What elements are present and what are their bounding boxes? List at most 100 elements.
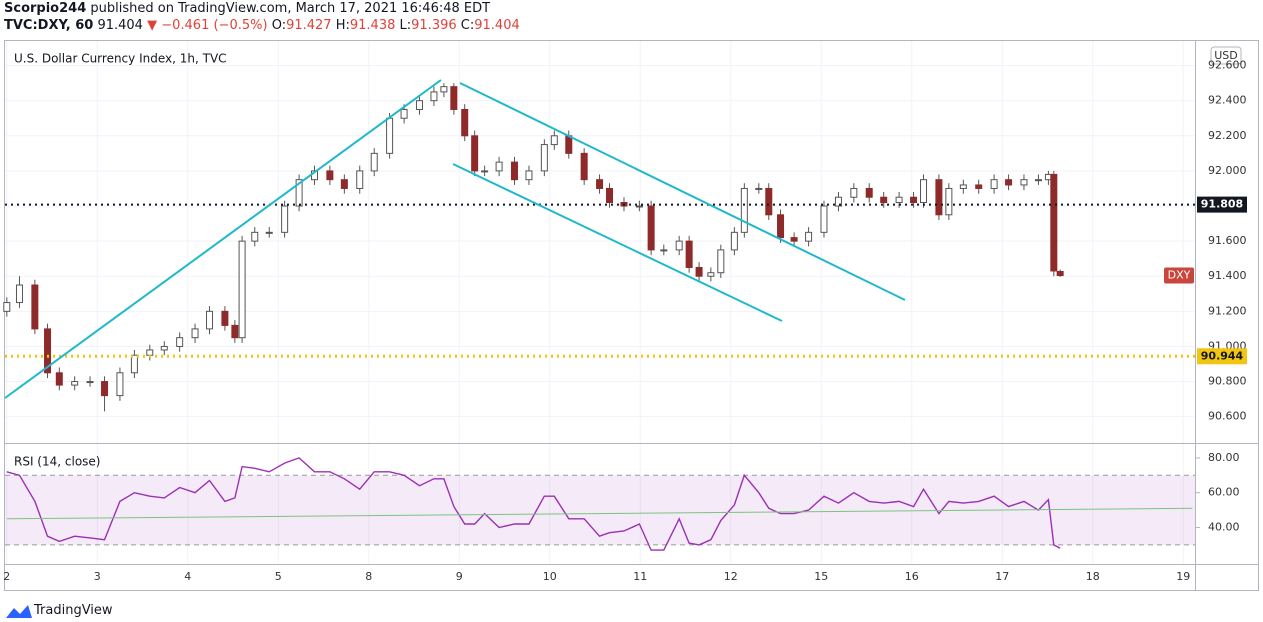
price-marker-label: DXY: [1168, 269, 1191, 282]
candle-body: [777, 214, 785, 239]
candle-body: [660, 249, 668, 252]
candle-body: [116, 372, 124, 397]
rsi-line: [6, 457, 1061, 551]
high: 91.438: [349, 18, 396, 33]
y-tick-label: 40.00: [1208, 520, 1240, 533]
logo-mark: [6, 605, 32, 618]
candle-body: [959, 184, 967, 189]
candle-body: [730, 231, 738, 251]
logo: [6, 605, 32, 618]
symbol: TVC:DXY, 60: [4, 18, 94, 33]
candle-body: [1005, 179, 1013, 186]
candle-body: [15, 284, 23, 304]
candle-body: [3, 302, 11, 312]
brand: TradingView: [34, 603, 113, 618]
candle-body: [206, 310, 214, 330]
unit-box: [1210, 46, 1242, 65]
frame: [4, 40, 1259, 591]
candle-body: [400, 108, 408, 119]
x-tick-label: 12: [724, 570, 738, 583]
header: Scorpio244 published on TradingView.com,…: [4, 0, 520, 34]
candle-body: [160, 345, 168, 351]
candle-body: [1020, 179, 1028, 186]
candle-body: [935, 179, 943, 216]
candle-body: [265, 231, 273, 234]
candle-body: [834, 196, 842, 207]
level-label: 90.944: [1201, 349, 1244, 362]
candle-body: [805, 231, 813, 242]
published: published on TradingView.com, March 17, …: [90, 1, 491, 16]
candle-body: [71, 381, 79, 386]
candle-body: [695, 266, 703, 277]
candle-body: [525, 170, 533, 181]
x-tick-label: 10: [543, 570, 557, 583]
candle-body: [635, 205, 643, 208]
x-tick-label: 17: [995, 570, 1009, 583]
y-tick-label: 60.00: [1208, 486, 1240, 499]
header-line-2: TVC:DXY, 60 91.404 ▼ −0.461 (−0.5%) O:91…: [4, 17, 520, 34]
chart-title: U.S. Dollar Currency Index, 1h, TVC: [14, 52, 227, 66]
candle-body: [130, 354, 138, 374]
level-box: [1197, 348, 1247, 365]
chart: U.S. Dollar Currency Index, 1h, TVC RSI …: [3, 40, 1259, 591]
candle-body: [221, 310, 229, 326]
candle-body: [820, 205, 828, 233]
x-tick-label: 8: [365, 570, 372, 583]
candle-body: [386, 117, 394, 154]
candle-body: [295, 179, 303, 207]
trendline: [459, 82, 906, 301]
candle-body: [461, 108, 469, 137]
y-tick-label: 90.600: [1208, 410, 1247, 423]
x-tick-label: 15: [814, 570, 828, 583]
candle-body: [647, 205, 655, 251]
candle-body: [910, 196, 918, 204]
last: 91.404: [97, 18, 143, 33]
candle-body: [1034, 179, 1042, 182]
candle-body: [765, 187, 773, 216]
candle-body: [440, 86, 448, 93]
trendline: [452, 163, 783, 322]
candle-body: [191, 328, 199, 339]
o-label: O:: [271, 18, 287, 33]
candle-body: [990, 179, 998, 189]
change: −0.461 (−0.5%): [161, 18, 268, 33]
candle-body: [540, 144, 548, 172]
low: 91.396: [411, 18, 457, 33]
candle-body: [1056, 270, 1064, 277]
y-tick-label: 90.800: [1208, 375, 1247, 388]
candle-body: [880, 196, 888, 204]
candle-body: [101, 381, 109, 397]
y-tick-label: 92.000: [1208, 164, 1247, 177]
candle-body: [326, 170, 334, 181]
candle-body: [55, 372, 63, 386]
candle-body: [717, 249, 725, 274]
candle-body: [430, 91, 438, 102]
candle-body: [481, 170, 489, 173]
candle-body: [495, 161, 503, 172]
footer: TradingView: [34, 603, 113, 618]
candle-body: [975, 184, 983, 189]
candle-body: [790, 237, 798, 242]
x-tick-label: 3: [94, 570, 101, 583]
candle-body: [755, 187, 763, 190]
l-label: L:: [399, 18, 412, 33]
y-tick-label: 92.200: [1208, 129, 1247, 142]
candle-body: [945, 187, 953, 216]
c-label: C:: [460, 18, 475, 33]
author: Scorpio244: [4, 1, 87, 16]
x-tick-label: 11: [633, 570, 647, 583]
x-tick-label: 16: [905, 570, 919, 583]
candle-body: [238, 240, 246, 339]
rsi-title: RSI (14, close): [14, 455, 100, 469]
candle-body: [580, 152, 588, 181]
candle-body: [565, 135, 573, 154]
header-line-1: Scorpio244 published on TradingView.com,…: [4, 0, 520, 17]
x-tick-label: 19: [1176, 570, 1190, 583]
y-tick-label: 91.200: [1208, 304, 1247, 317]
candle-body: [176, 337, 184, 347]
unit-label: USD: [1214, 49, 1238, 62]
y-tick-label: 91.600: [1208, 234, 1247, 247]
marks: [3, 41, 1195, 564]
trendline: [4, 79, 442, 399]
candle-body: [895, 196, 903, 204]
